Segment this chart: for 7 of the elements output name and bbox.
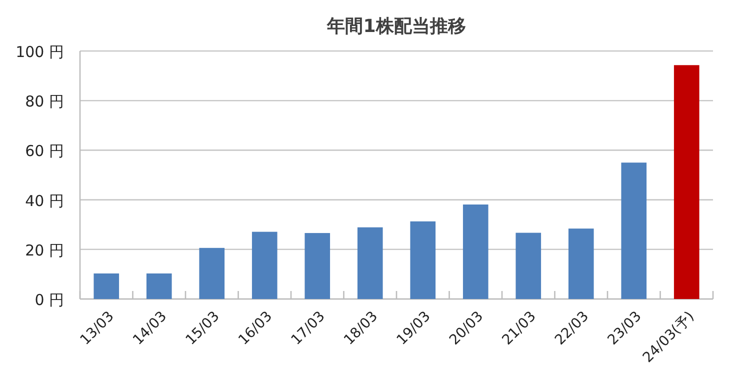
y-tick-label: 100 円	[16, 43, 64, 61]
y-tick-label: 80 円	[25, 92, 64, 111]
y-tick-label: 0 円	[34, 291, 64, 309]
y-tick-label: 60 円	[25, 142, 64, 160]
y-tick-label: 20 円	[25, 241, 64, 260]
title: 年間1株配当推移	[327, 16, 466, 37]
y-tick-label: 40 円	[25, 192, 64, 210]
